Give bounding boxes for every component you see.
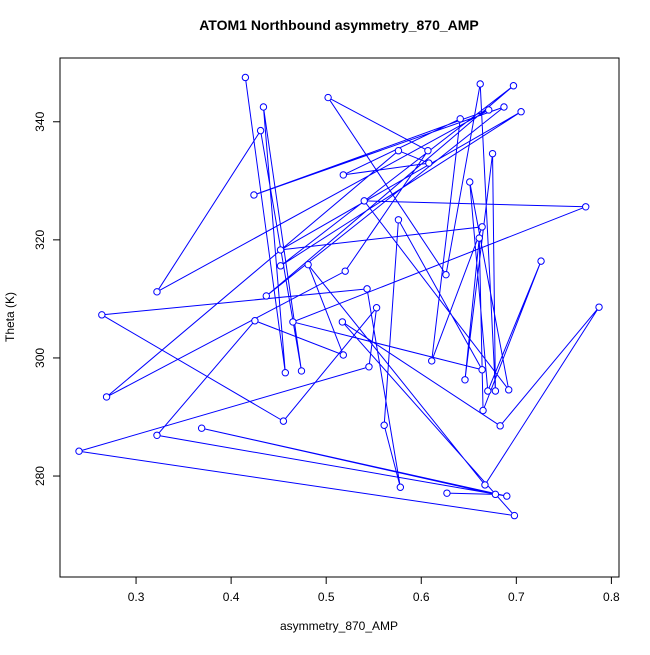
point [304,260,312,269]
point [442,270,450,279]
point [461,376,469,384]
point [256,126,265,135]
point [505,386,513,394]
point [478,223,486,231]
point [289,318,297,326]
point [339,171,348,179]
point [500,103,508,111]
point [262,292,270,300]
y-tick-label: 340 [33,111,47,131]
point [279,417,288,425]
point [341,267,349,275]
y-axis-label: Theta (K) [3,292,17,342]
point [475,234,483,242]
point [281,369,290,377]
point [479,406,487,415]
x-axis-label: asymmetry_870_AMP [280,619,398,633]
point [443,489,451,497]
x-tick-label: 0.7 [508,590,525,604]
point [153,431,161,439]
y-tick-label: 300 [33,348,47,368]
point [98,311,106,319]
x-tick-label: 0.4 [223,590,240,604]
point [363,285,371,293]
point [456,115,464,123]
point [510,511,519,520]
point [496,422,504,430]
point [537,257,545,265]
point [484,387,492,395]
point [276,246,285,254]
point [481,481,489,489]
point [339,351,348,359]
y-tick-label: 320 [33,230,47,250]
point [582,203,590,211]
point [365,363,373,371]
point [250,191,258,199]
chart-title: ATOM1 Northbound asymmetry_870_AMP [199,17,479,33]
point [491,387,500,395]
point [478,366,486,374]
point [485,106,493,114]
point [595,303,603,311]
series-line [78,77,600,517]
point [394,146,403,155]
point [276,262,285,270]
point [394,216,403,224]
point [424,146,432,155]
point [197,424,206,432]
point [297,367,306,375]
point [241,73,250,82]
point [338,318,347,326]
point [380,421,388,429]
point [251,317,259,325]
point [153,288,161,296]
point [476,80,484,88]
point [360,197,368,205]
point [509,82,518,90]
point [324,93,332,102]
point [517,108,525,116]
y-tick-label: 280 [33,466,47,486]
x-tick-label: 0.3 [128,590,145,604]
x-tick-label: 0.8 [603,590,620,604]
point [491,490,500,499]
point [372,304,381,312]
point [396,483,405,491]
point [503,492,511,500]
point [75,447,83,455]
point [428,357,436,365]
point [102,393,111,401]
point [425,159,433,167]
x-tick-label: 0.6 [413,590,430,604]
point [259,103,268,111]
x-tick-label: 0.5 [318,590,335,604]
plot-box [59,57,620,578]
point [488,149,497,158]
point [466,178,474,186]
